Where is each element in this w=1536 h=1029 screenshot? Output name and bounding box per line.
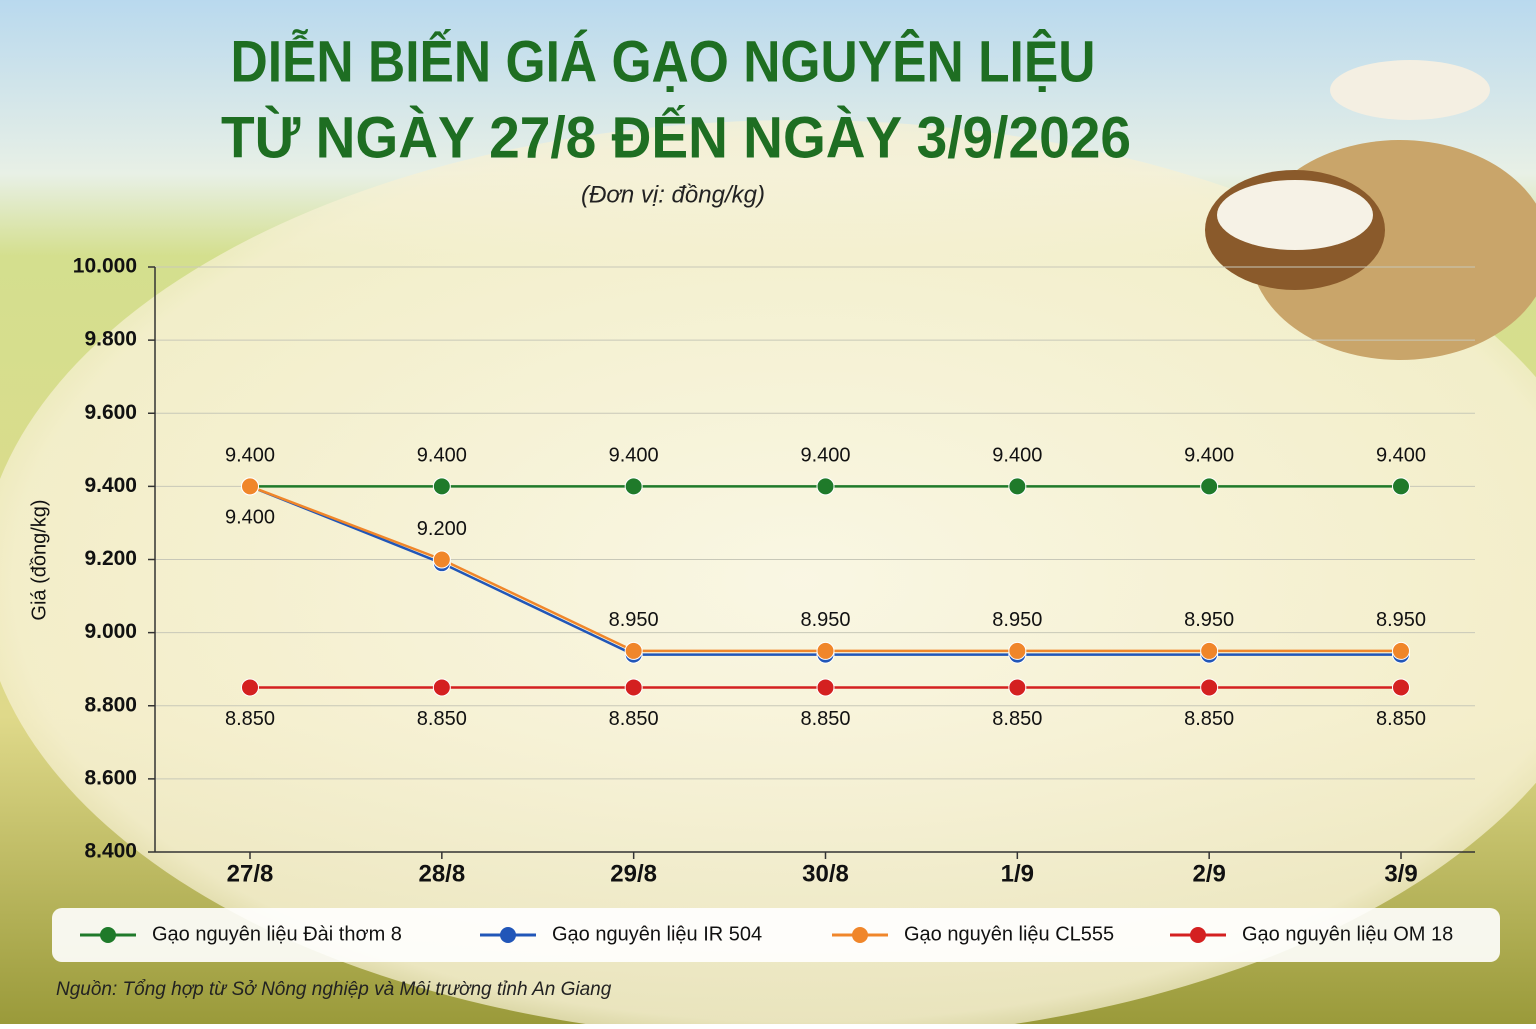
data-point bbox=[624, 678, 643, 697]
y-tick-label: 10.000 bbox=[73, 255, 137, 278]
data-label: 8.950 bbox=[1184, 609, 1234, 631]
data-point bbox=[1200, 641, 1219, 660]
data-point bbox=[624, 477, 643, 496]
data-label: 8.950 bbox=[800, 609, 850, 631]
data-point bbox=[241, 477, 259, 496]
legend-marker bbox=[852, 927, 868, 943]
rice-decoration bbox=[1205, 60, 1536, 360]
data-label: 8.850 bbox=[800, 708, 850, 730]
source-note: Nguồn: Tổng hợp từ Sở Nông nghiệp và Môi… bbox=[56, 979, 612, 1000]
data-point bbox=[432, 477, 451, 496]
data-label: 9.400 bbox=[417, 445, 467, 467]
y-tick-label: 9.200 bbox=[84, 547, 137, 570]
data-label: 9.400 bbox=[992, 445, 1042, 467]
y-axis-label: Giá (đồng/kg) bbox=[28, 499, 50, 620]
data-label: 9.200 bbox=[417, 518, 467, 540]
data-point bbox=[816, 641, 835, 660]
y-tick-label: 8.800 bbox=[84, 693, 137, 716]
data-label: 8.850 bbox=[417, 708, 467, 730]
data-label: 9.400 bbox=[800, 445, 850, 467]
x-tick-label: 27/8 bbox=[227, 860, 274, 887]
data-point bbox=[1392, 678, 1410, 697]
data-point bbox=[241, 678, 259, 697]
x-tick-label: 1/9 bbox=[1001, 860, 1034, 887]
data-label: 8.850 bbox=[1184, 708, 1234, 730]
legend-label: Gạo nguyên liệu OM 18 bbox=[1242, 923, 1453, 945]
x-tick-label: 30/8 bbox=[802, 860, 849, 887]
legend-marker bbox=[1190, 927, 1206, 943]
y-tick-label: 8.600 bbox=[84, 766, 137, 789]
data-label: 9.400 bbox=[1376, 445, 1426, 467]
chart-title: DIỄN BIẾN GIÁ GẠO NGUYÊN LIỆU bbox=[231, 29, 1096, 94]
data-point bbox=[1008, 477, 1027, 496]
data-point bbox=[1008, 678, 1027, 697]
data-point bbox=[1392, 641, 1410, 660]
legend-label: Gạo nguyên liệu IR 504 bbox=[552, 923, 762, 945]
x-tick-label: 3/9 bbox=[1384, 860, 1417, 887]
data-point bbox=[816, 678, 835, 697]
y-tick-label: 9.800 bbox=[84, 328, 137, 351]
x-tick-label: 28/8 bbox=[418, 860, 465, 887]
legend-marker bbox=[100, 927, 116, 943]
data-point bbox=[432, 550, 451, 569]
y-tick-label: 8.400 bbox=[84, 840, 137, 863]
data-label: 9.400 bbox=[609, 445, 659, 467]
legend-box bbox=[52, 908, 1500, 962]
data-label: 9.400 bbox=[225, 445, 275, 467]
data-label: 8.850 bbox=[992, 708, 1042, 730]
data-label: 8.950 bbox=[609, 609, 659, 631]
y-tick-label: 9.600 bbox=[84, 401, 137, 424]
data-label: 8.850 bbox=[225, 708, 275, 730]
data-point bbox=[1200, 477, 1219, 496]
data-point bbox=[1200, 678, 1219, 697]
x-tick-label: 29/8 bbox=[610, 860, 657, 887]
y-tick-label: 9.000 bbox=[84, 620, 137, 643]
y-tick-label: 9.400 bbox=[84, 474, 137, 497]
data-point bbox=[624, 641, 643, 660]
haze bbox=[0, 120, 1536, 1029]
chart-title: TỪ NGÀY 27/8 ĐẾN NGÀY 3/9/2026 bbox=[221, 105, 1131, 170]
data-label: 8.950 bbox=[992, 609, 1042, 631]
data-point bbox=[1008, 641, 1027, 660]
data-label: 8.850 bbox=[1376, 708, 1426, 730]
data-point bbox=[816, 477, 835, 496]
data-point bbox=[432, 678, 451, 697]
data-point bbox=[1392, 477, 1410, 496]
legend-label: Gạo nguyên liệu Đài thơm 8 bbox=[152, 923, 402, 945]
legend-marker bbox=[500, 927, 516, 943]
data-label: 8.850 bbox=[609, 708, 659, 730]
data-label: 9.400 bbox=[1184, 445, 1234, 467]
legend-label: Gạo nguyên liệu CL555 bbox=[904, 923, 1114, 945]
data-label: 9.400 bbox=[225, 507, 275, 529]
data-label: 8.950 bbox=[1376, 609, 1426, 631]
chart-subtitle: (Đơn vị: đồng/kg) bbox=[581, 181, 765, 208]
x-tick-label: 2/9 bbox=[1192, 860, 1225, 887]
